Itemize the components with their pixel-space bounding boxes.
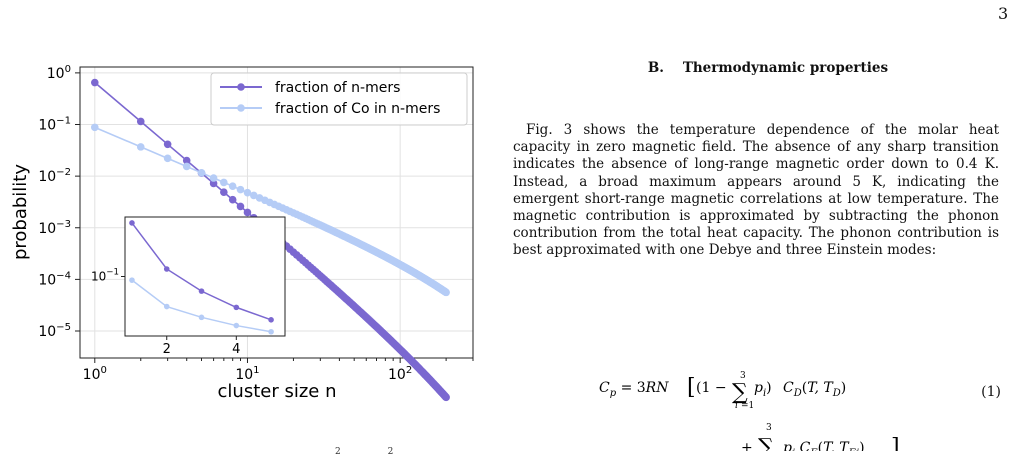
svg-text:∑: ∑	[758, 435, 774, 451]
y-axis-label: probability	[10, 164, 31, 260]
cluster-size-chart: 100 101 102 100 10−1 10−2 10−3 10−4 10−5 cluster…	[10, 64, 474, 402]
equation-block: Cp = 3RN [ (1 − 3 ∑ i =1 pi) CD(T, TD) 3…	[513, 370, 1003, 451]
section-title: Thermodynamic properties	[682, 60, 889, 76]
data-point-0	[209, 179, 218, 188]
y-tick-label: 10−3	[38, 219, 71, 237]
data-point-1	[236, 185, 245, 194]
data-point-0	[243, 208, 252, 217]
svg-text:+: +	[741, 440, 753, 451]
data-point-0	[220, 188, 228, 196]
data-point-1	[442, 288, 450, 297]
inset-point-1	[268, 328, 274, 335]
svg-text:].: ].	[891, 435, 907, 451]
inset-point-1	[129, 277, 135, 283]
inset-x-tick-label: 4	[232, 342, 240, 357]
svg-text:[: [	[687, 375, 696, 400]
y-tick-label: 10−5	[38, 322, 71, 340]
inset-series	[129, 220, 274, 335]
inset-x-tick-label: 2	[163, 342, 171, 357]
svg-text:3: 3	[740, 371, 746, 381]
legend-marker-co	[237, 104, 245, 112]
legend-label-nmers: fraction of n-mers	[275, 80, 400, 96]
y-tick-label: 100	[47, 64, 71, 82]
svg-text:=1: =1	[741, 401, 754, 411]
data-point-0	[442, 393, 450, 402]
y-tick-label: 10−4	[38, 270, 71, 288]
inset-chart: 2 4 10−1	[91, 216, 286, 358]
data-point-0	[182, 156, 191, 165]
data-point-1	[220, 178, 228, 187]
svg-text:3: 3	[766, 423, 772, 433]
section-label: B.	[647, 60, 664, 76]
data-point-1	[209, 174, 218, 182]
inset-point-1	[233, 322, 240, 329]
inset-point-0	[233, 304, 240, 311]
data-point-1	[90, 123, 99, 132]
footer-fragment: 2 2	[335, 447, 416, 457]
svg-text:CD(T, TD): CD(T, TD)	[783, 380, 846, 399]
data-point-1	[228, 182, 237, 191]
data-point-0	[228, 195, 237, 204]
axis-ticks: 100 101 102 100 10−1 10−2 10−3 10−4 10−5	[38, 64, 474, 383]
x-axis-label: cluster size n	[218, 381, 337, 402]
data-point-0	[236, 202, 245, 211]
data-point-1	[182, 162, 191, 171]
inset-point-1	[163, 303, 170, 310]
legend-label-co: fraction of Co in n-mers	[275, 101, 440, 117]
legend-marker-nmers	[237, 83, 245, 91]
legend: fraction of n-mers fraction of Co in n-m…	[210, 72, 468, 126]
svg-text:pi): pi)	[754, 380, 772, 399]
page-number: 3	[998, 4, 1009, 23]
equation-math: Cp = 3RN [ (1 − 3 ∑ i =1 pi) CD(T, TD) 3…	[599, 371, 907, 451]
legend-box	[210, 72, 468, 126]
data-point-0	[90, 78, 99, 87]
inset-axis-ticks: 2 4 10−1	[91, 268, 240, 358]
inset-point-0	[163, 266, 170, 272]
data-point-1	[136, 143, 145, 151]
inset-point-0	[198, 288, 205, 294]
chart-series	[90, 78, 450, 402]
svg-text:∑: ∑	[732, 380, 748, 405]
data-point-0	[136, 117, 145, 126]
inset-point-1	[198, 314, 205, 321]
svg-text:(1 −: (1 −	[696, 380, 727, 396]
inset-y-tick-label: 10−1	[91, 268, 119, 284]
x-tick-label: 101	[235, 365, 259, 383]
equation-number: (1)	[981, 384, 1001, 400]
y-tick-label: 10−1	[38, 116, 71, 134]
x-tick-label: 102	[388, 365, 412, 383]
data-point-1	[163, 154, 172, 163]
inset-point-0	[129, 220, 135, 226]
data-point-1	[249, 191, 258, 200]
plot-frame	[79, 66, 474, 359]
data-point-1	[243, 188, 252, 197]
x-tick-label: 100	[83, 365, 107, 383]
svg-text:pi CE(T, TEi): pi CE(T, TEi)	[783, 440, 865, 451]
inset-frame	[124, 216, 286, 337]
svg-text:Cp = 3RN: Cp = 3RN	[599, 380, 669, 399]
section-heading: B. Thermodynamic properties	[548, 60, 988, 76]
svg-text:i: i	[735, 401, 738, 411]
body-paragraph: Fig. 3 shows the temperature dependence …	[513, 122, 999, 259]
inset-point-0	[268, 317, 274, 323]
y-tick-label: 10−2	[38, 167, 71, 185]
data-point-0	[163, 140, 172, 149]
data-point-1	[197, 169, 206, 177]
